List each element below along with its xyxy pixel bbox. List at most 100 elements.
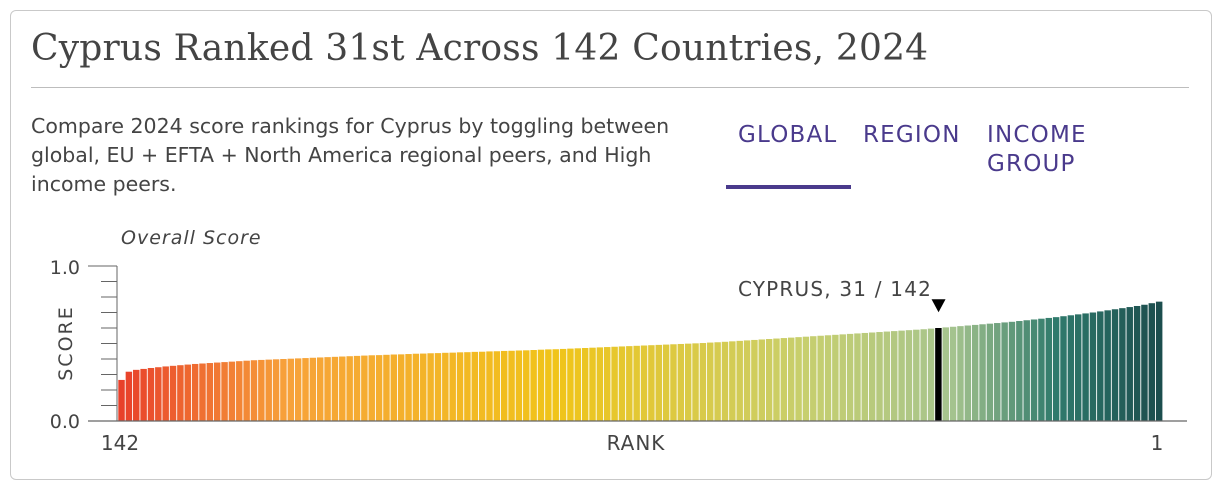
bar-rank-7[interactable] <box>1111 309 1119 421</box>
bar-rank-110[interactable] <box>353 355 361 421</box>
bar-rank-117[interactable] <box>302 358 309 421</box>
bar-rank-29[interactable] <box>949 326 957 421</box>
bar-rank-70[interactable] <box>648 345 655 421</box>
bar-rank-40[interactable] <box>868 332 876 422</box>
bar-rank-118[interactable] <box>294 358 302 421</box>
bar-rank-94[interactable] <box>471 351 478 421</box>
bar-rank-95[interactable] <box>464 352 471 421</box>
bar-rank-57[interactable] <box>743 340 751 421</box>
bar-rank-92[interactable] <box>486 351 493 421</box>
bar-rank-114[interactable] <box>324 357 331 421</box>
bar-rank-8[interactable] <box>1104 310 1111 421</box>
bar-rank-139[interactable] <box>140 368 147 421</box>
bar-rank-43[interactable] <box>846 333 854 421</box>
bar-rank-9[interactable] <box>1097 311 1104 421</box>
bar-rank-64[interactable] <box>692 343 699 421</box>
bar-rank-130[interactable] <box>206 363 214 421</box>
bar-rank-32[interactable] <box>927 328 935 421</box>
bar-rank-14[interactable] <box>1060 316 1067 421</box>
bar-rank-109[interactable] <box>361 355 368 421</box>
bar-rank-58[interactable] <box>736 340 743 421</box>
bar-rank-82[interactable] <box>559 348 567 421</box>
bar-rank-72[interactable] <box>633 345 640 421</box>
bar-rank-131[interactable] <box>199 363 206 422</box>
bar-rank-26[interactable] <box>971 324 979 421</box>
bar-rank-36[interactable] <box>898 330 905 421</box>
bar-rank-74[interactable] <box>618 346 626 421</box>
bar-rank-99[interactable] <box>434 353 442 421</box>
bar-rank-73[interactable] <box>626 346 633 421</box>
bar-rank-19[interactable] <box>1023 320 1030 421</box>
bar-rank-124[interactable] <box>250 360 258 421</box>
bar-rank-5[interactable] <box>1126 307 1133 421</box>
bar-rank-53[interactable] <box>773 338 780 421</box>
bar-rank-69[interactable] <box>655 344 662 421</box>
bar-rank-100[interactable] <box>427 353 434 421</box>
bar-rank-136[interactable] <box>162 366 169 421</box>
bar-rank-33[interactable] <box>920 329 927 421</box>
bar-rank-127[interactable] <box>228 361 236 421</box>
bar-rank-96[interactable] <box>456 352 464 421</box>
bar-rank-140[interactable] <box>133 369 140 421</box>
bar-rank-116[interactable] <box>309 357 317 421</box>
bar-rank-142[interactable] <box>118 379 125 421</box>
bar-rank-121[interactable] <box>272 359 280 421</box>
bar-rank-45[interactable] <box>832 334 839 421</box>
bar-rank-59[interactable] <box>729 341 736 421</box>
bar-rank-102[interactable] <box>412 353 420 421</box>
bar-rank-141[interactable] <box>125 371 133 421</box>
bar-rank-113[interactable] <box>331 356 339 421</box>
bar-rank-67[interactable] <box>670 344 677 421</box>
tab-income-group[interactable]: INCOME GROUP <box>987 122 1087 177</box>
bar-rank-13[interactable] <box>1067 315 1075 421</box>
bar-rank-16[interactable] <box>1045 317 1053 421</box>
bar-rank-97[interactable] <box>449 352 456 421</box>
bar-rank-93[interactable] <box>478 351 486 421</box>
bar-rank-88[interactable] <box>515 350 523 421</box>
bar-rank-89[interactable] <box>508 350 515 421</box>
bar-rank-23[interactable] <box>994 323 1001 421</box>
bar-rank-41[interactable] <box>861 332 869 421</box>
bar-rank-119[interactable] <box>287 358 295 421</box>
bar-rank-111[interactable] <box>346 356 353 421</box>
bar-rank-75[interactable] <box>611 346 618 421</box>
bar-rank-1[interactable] <box>1155 301 1163 421</box>
bar-rank-108[interactable] <box>368 355 375 421</box>
bar-cyprus-highlight[interactable] <box>935 328 942 421</box>
bar-rank-86[interactable] <box>530 350 537 421</box>
bar-rank-10[interactable] <box>1089 312 1097 422</box>
bar-rank-55[interactable] <box>758 339 766 421</box>
bar-rank-47[interactable] <box>817 335 824 421</box>
bar-rank-42[interactable] <box>854 333 861 421</box>
bar-rank-115[interactable] <box>317 357 324 421</box>
bar-rank-12[interactable] <box>1074 314 1082 421</box>
bar-rank-54[interactable] <box>765 339 773 421</box>
bar-rank-44[interactable] <box>839 334 846 421</box>
bar-rank-98[interactable] <box>442 352 449 421</box>
bar-rank-6[interactable] <box>1119 308 1126 421</box>
bar-rank-132[interactable] <box>191 363 199 421</box>
bar-rank-3[interactable] <box>1141 304 1148 421</box>
bar-rank-22[interactable] <box>1001 322 1008 421</box>
bar-rank-138[interactable] <box>147 367 155 421</box>
bar-rank-39[interactable] <box>876 332 883 421</box>
bar-rank-90[interactable] <box>500 350 508 421</box>
bar-rank-4[interactable] <box>1133 305 1141 421</box>
bar-rank-38[interactable] <box>883 331 891 421</box>
tab-global[interactable]: GLOBAL <box>738 122 838 148</box>
bar-rank-65[interactable] <box>684 343 692 421</box>
bar-rank-68[interactable] <box>662 344 670 421</box>
bar-rank-35[interactable] <box>905 330 913 421</box>
bar-rank-83[interactable] <box>552 349 559 421</box>
bar-rank-17[interactable] <box>1038 318 1045 421</box>
bar-rank-48[interactable] <box>810 336 817 421</box>
bar-rank-34[interactable] <box>913 329 920 421</box>
bar-rank-133[interactable] <box>184 364 191 421</box>
bar-rank-20[interactable] <box>1016 321 1023 421</box>
bar-rank-106[interactable] <box>383 354 390 421</box>
bar-rank-137[interactable] <box>155 367 162 421</box>
bar-rank-76[interactable] <box>604 347 611 421</box>
bar-rank-105[interactable] <box>390 354 398 422</box>
bar-rank-46[interactable] <box>824 335 832 421</box>
bar-rank-87[interactable] <box>523 350 530 421</box>
